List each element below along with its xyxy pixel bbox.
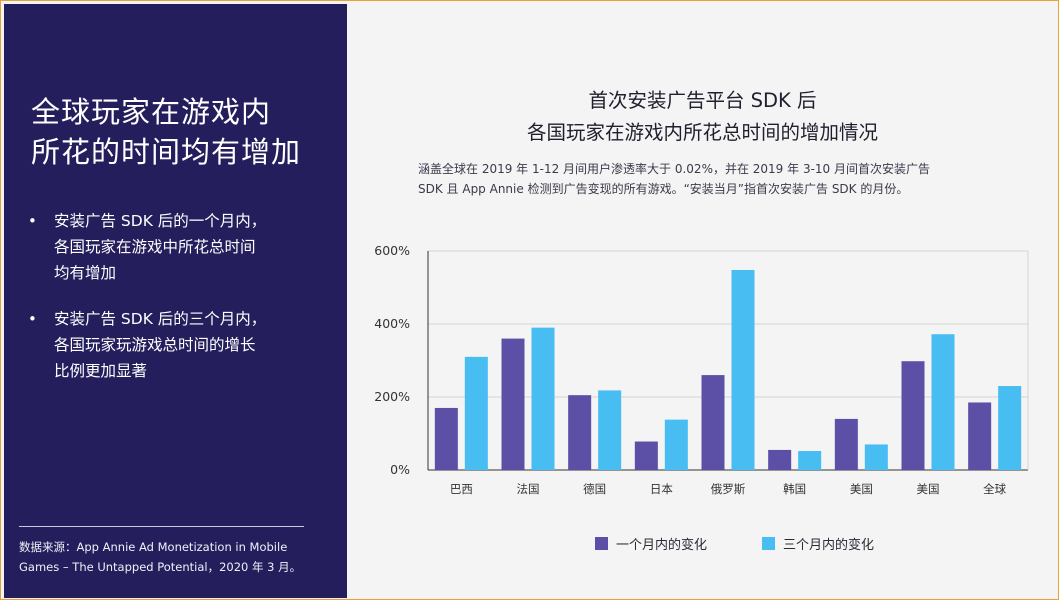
bar <box>701 375 725 470</box>
bar <box>968 402 992 470</box>
legend-label: 三个月内的变化 <box>783 538 875 553</box>
bar <box>568 395 592 470</box>
divider <box>19 526 304 527</box>
bar <box>901 361 925 470</box>
legend-item: 一个月内的变化 <box>595 534 707 553</box>
slide-headline: 全球玩家在游戏内 所花的时间均有增加 <box>31 92 331 172</box>
x-tick-label: 日本 <box>650 482 673 496</box>
x-tick-label: 美国 <box>850 482 873 496</box>
data-source-note: 数据来源：App Annie Ad Monetization in Mobile… <box>19 537 319 577</box>
key-point-line: 安装广告 SDK 后的三个月内， <box>54 310 267 328</box>
legend-label: 一个月内的变化 <box>616 538 708 553</box>
key-point-line: 各国玩家在游戏中所花总时间 <box>54 238 256 256</box>
bar <box>434 407 458 470</box>
x-tick-label: 全球 <box>983 482 1006 496</box>
bullet-icon: • <box>28 310 37 328</box>
key-point-line: 各国玩家玩游戏总时间的增长 <box>54 336 256 354</box>
key-point: • 安装广告 SDK 后的三个月内， 各国玩家玩游戏总时间的增长 比例更加显著 <box>26 306 326 384</box>
bar <box>464 356 488 470</box>
bar <box>598 390 622 470</box>
headline-line: 全球玩家在游戏内 <box>31 95 272 129</box>
y-tick-label: 600% <box>374 243 410 258</box>
x-tick-label: 韩国 <box>783 482 806 496</box>
bar <box>798 451 822 470</box>
key-point-line: 比例更加显著 <box>54 362 148 380</box>
bar <box>768 449 792 470</box>
source-line: Games – The Untapped Potential，2020 年 3 … <box>19 560 302 574</box>
x-tick-label: 巴西 <box>450 482 473 496</box>
x-tick-label: 俄罗斯 <box>711 482 746 496</box>
chart-title: 首次安装广告平台 SDK 后 <box>588 89 817 112</box>
chart-subtitle: SDK 且 App Annie 检测到广告变现的所有游戏。“安装当月”指首次安装… <box>418 182 909 196</box>
bar <box>501 338 525 470</box>
bar <box>634 441 658 470</box>
key-point-line: 均有增加 <box>54 264 117 282</box>
bar <box>531 327 555 470</box>
bar <box>864 444 888 470</box>
key-point-line: 安装广告 SDK 后的一个月内， <box>54 212 267 230</box>
key-point: • 安装广告 SDK 后的一个月内， 各国玩家在游戏中所花总时间 均有增加 <box>26 208 326 286</box>
x-tick-label: 德国 <box>583 482 606 496</box>
y-tick-label: 400% <box>374 316 410 331</box>
summary-panel: 全球玩家在游戏内 所花的时间均有增加 • 安装广告 SDK 后的一个月内， 各国… <box>4 4 347 598</box>
bar <box>998 386 1022 470</box>
source-line: 数据来源：App Annie Ad Monetization in Mobile <box>19 540 288 554</box>
bar-chart: 0% 200% 400% 600% 巴西 法国 德国 日本 俄罗斯 韩国 美国 美国 全球 <box>374 243 1029 496</box>
chart-panel: 首次安装广告平台 SDK 后 各国玩家在游戏内所花总时间的增加情况 涵盖全球在 … <box>347 2 1058 600</box>
x-tick-label: 美国 <box>917 482 940 496</box>
bar <box>834 418 858 470</box>
legend-item: 三个月内的变化 <box>762 534 874 553</box>
legend-swatch <box>595 537 608 550</box>
chart-subtitle: 涵盖全球在 2019 年 1-12 月间用户渗透率大于 0.02%，并在 201… <box>418 162 931 176</box>
legend-swatch <box>762 537 775 550</box>
key-points-list: • 安装广告 SDK 后的一个月内， 各国玩家在游戏中所花总时间 均有增加 • … <box>26 208 326 404</box>
y-tick-label: 200% <box>374 389 410 404</box>
headline-line: 所花的时间均有增加 <box>31 135 302 169</box>
bullet-icon: • <box>28 212 37 230</box>
chart-title: 各国玩家在游戏内所花总时间的增加情况 <box>526 121 878 144</box>
bar <box>931 334 955 470</box>
y-tick-label: 0% <box>390 462 410 477</box>
x-tick-label: 法国 <box>517 482 540 496</box>
bar <box>664 419 688 470</box>
bar <box>731 269 755 470</box>
